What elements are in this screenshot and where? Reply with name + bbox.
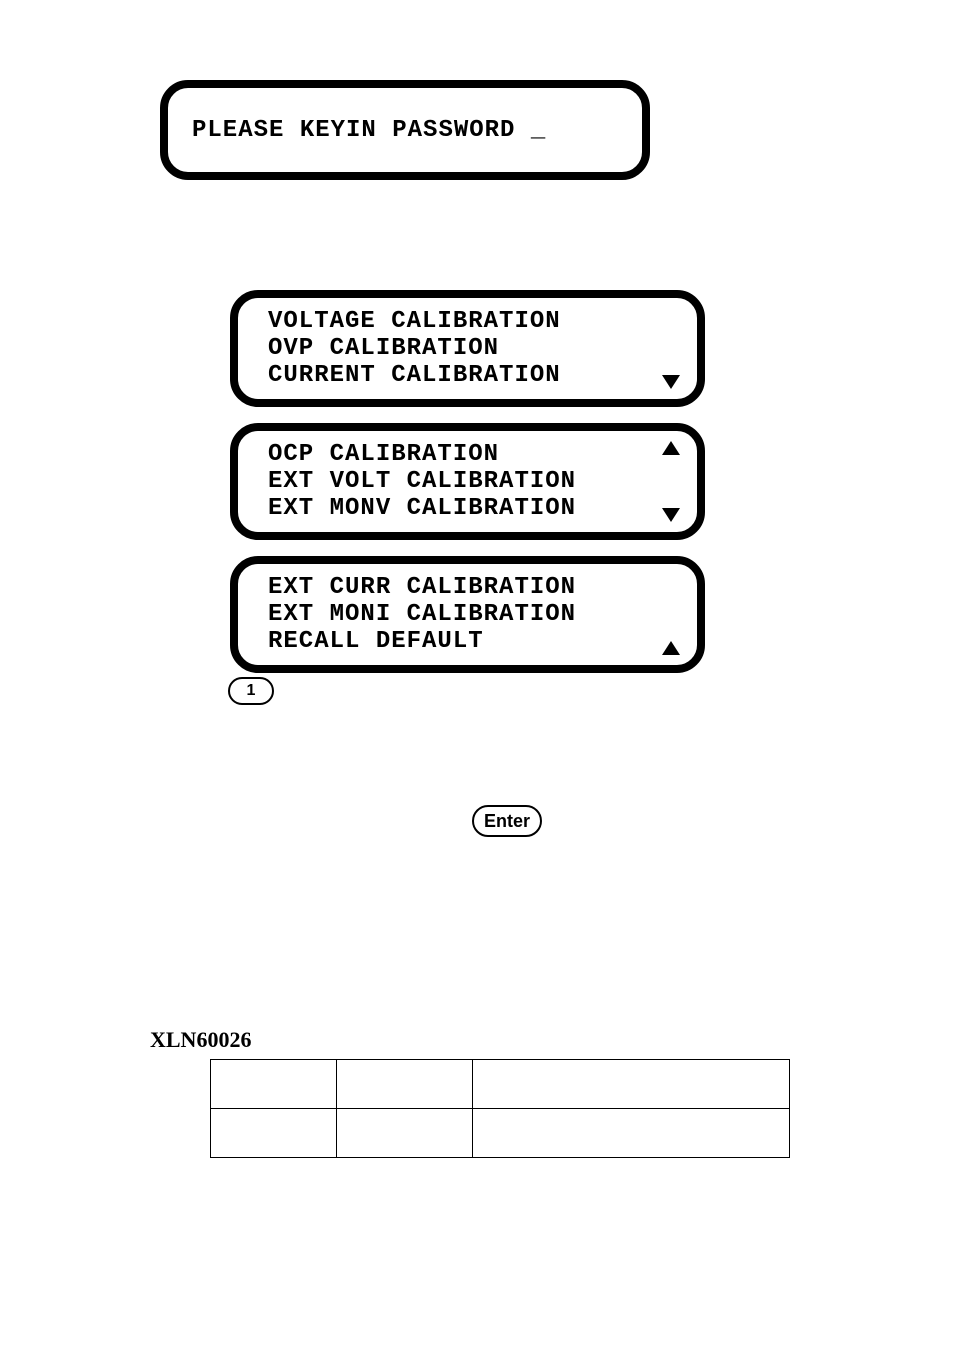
menu-item: VOLTAGE CALIBRATION	[268, 308, 657, 335]
table-cell	[337, 1060, 472, 1109]
menu-item: EXT MONV CALIBRATION	[268, 495, 657, 522]
scroll-down-icon	[662, 375, 680, 389]
model-block: XLN60026	[150, 1027, 804, 1158]
menu-item: EXT CURR CALIBRATION	[268, 574, 657, 601]
menu-item: CURRENT CALIBRATION	[268, 362, 657, 389]
table-cell	[211, 1060, 337, 1109]
menu-item: EXT MONI CALIBRATION	[268, 601, 657, 628]
menu-box-1: VOLTAGE CALIBRATION OVP CALIBRATION CURR…	[230, 290, 705, 407]
table-row	[211, 1109, 790, 1158]
spec-table	[210, 1059, 790, 1158]
menu-item: OVP CALIBRATION	[268, 335, 657, 362]
table-row	[211, 1060, 790, 1109]
menu-lines-1: VOLTAGE CALIBRATION OVP CALIBRATION CURR…	[268, 308, 657, 389]
password-lcd: PLEASE KEYIN PASSWORD _	[160, 80, 650, 180]
menu-lines-3: EXT CURR CALIBRATION EXT MONI CALIBRATIO…	[268, 574, 657, 655]
arrow-column	[657, 441, 685, 522]
table-cell	[211, 1109, 337, 1158]
page: PLEASE KEYIN PASSWORD _ VOLTAGE CALIBRAT…	[0, 0, 954, 1354]
key-enter-label: Enter	[484, 811, 530, 832]
arrow-column	[657, 574, 685, 655]
table-cell	[472, 1060, 789, 1109]
key-1-button[interactable]: 1	[228, 677, 274, 705]
scroll-up-icon	[662, 641, 680, 655]
password-prompt-text: PLEASE KEYIN PASSWORD _	[192, 117, 546, 144]
menu-item: RECALL DEFAULT	[268, 628, 657, 655]
menu-box-3: EXT CURR CALIBRATION EXT MONI CALIBRATIO…	[230, 556, 705, 673]
scroll-down-icon	[662, 508, 680, 522]
menu-box-2: OCP CALIBRATION EXT VOLT CALIBRATION EXT…	[230, 423, 705, 540]
key-enter-wrap: Enter	[210, 805, 804, 837]
table-cell	[337, 1109, 472, 1158]
menu-lines-2: OCP CALIBRATION EXT VOLT CALIBRATION EXT…	[268, 441, 657, 522]
model-title: XLN60026	[150, 1027, 804, 1053]
table-cell	[472, 1109, 789, 1158]
scroll-up-icon	[662, 441, 680, 455]
menu-item: EXT VOLT CALIBRATION	[268, 468, 657, 495]
menu-group: VOLTAGE CALIBRATION OVP CALIBRATION CURR…	[230, 290, 804, 673]
menu-item: OCP CALIBRATION	[268, 441, 657, 468]
key-1-label: 1	[247, 682, 256, 700]
key-enter-button[interactable]: Enter	[472, 805, 542, 837]
arrow-column	[657, 308, 685, 389]
key-1-wrap: 1	[228, 677, 804, 705]
